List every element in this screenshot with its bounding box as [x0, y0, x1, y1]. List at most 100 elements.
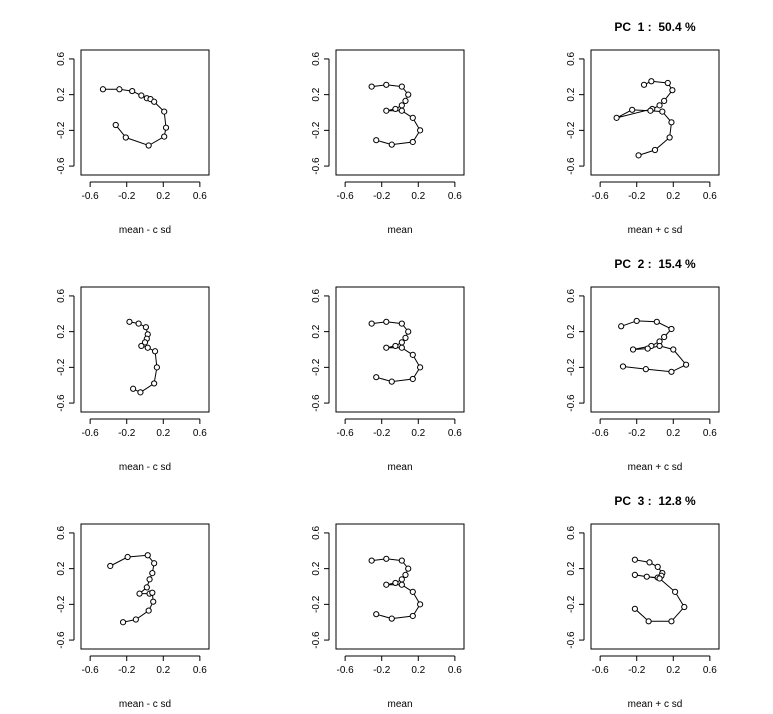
y-tick-label: -0.6: [56, 394, 67, 412]
panel-title: PC 2 : 15.4 %: [614, 257, 696, 271]
landmark-point: [644, 345, 651, 352]
panel-title: PC 3 : 12.8 %: [614, 494, 696, 508]
landmark-point: [161, 133, 168, 140]
y-tick-label: 0.6: [56, 52, 67, 66]
landmark-point: [619, 363, 627, 370]
landmark-point: [642, 366, 649, 373]
y-tick-label: -0.6: [566, 631, 577, 649]
y-tick-label: 0.2: [566, 561, 577, 575]
y-tick-label: 0.6: [311, 289, 322, 303]
landmark-point: [383, 555, 390, 562]
landmark-point: [682, 361, 690, 368]
landmark-point: [402, 334, 409, 341]
landmark-point: [409, 114, 416, 121]
x-axis-label: mean: [387, 699, 412, 710]
landmark-point: [633, 317, 640, 325]
plot-frame: [590, 49, 720, 176]
x-tick-label: -0.2: [628, 191, 646, 202]
x-tick-label: 0.2: [411, 428, 425, 439]
x-tick-label: -0.6: [82, 191, 100, 202]
landmark-point: [670, 346, 677, 353]
landmark-point: [398, 581, 405, 588]
y-tick-label: -0.6: [56, 157, 67, 175]
landmark-point: [151, 98, 158, 105]
landmark-point: [119, 619, 127, 626]
panel-pc1-plus: -0.6 -0.2 0.2 0.6 -0.6 -0.2 0.2 0.6 mean + c sd P…: [566, 20, 720, 236]
y-tick-label: -0.2: [56, 358, 67, 376]
landmark-point: [373, 611, 380, 618]
outline-path: [371, 321, 421, 383]
landmark-point: [647, 107, 654, 114]
landmark-point: [124, 553, 131, 561]
x-axis-label: mean: [387, 462, 412, 473]
x-tick-label: -0.6: [592, 428, 610, 439]
x-tick-label: 0.2: [156, 665, 170, 676]
landmark-point: [383, 81, 390, 88]
landmark-point: [409, 588, 416, 595]
plot-frame: [335, 286, 465, 413]
y-tick-label: 0.2: [56, 324, 67, 338]
landmark-point: [398, 339, 405, 346]
landmark-point: [409, 138, 416, 146]
y-tick-label: -0.2: [566, 358, 577, 376]
plot-frame: [590, 523, 720, 650]
y-tick-label: 0.2: [311, 561, 322, 575]
landmark-point: [398, 576, 405, 583]
landmark-point: [137, 389, 144, 396]
landmark-point: [672, 588, 679, 595]
plot-frame: [335, 49, 465, 176]
landmark-point: [112, 121, 119, 129]
landmark-point: [142, 324, 150, 331]
x-tick-label: 0.6: [703, 428, 717, 439]
landmark-point: [402, 97, 409, 104]
panel-pc3-plus: -0.6 -0.2 0.2 0.6 -0.6 -0.2 0.2 0.6 mean + c sd P…: [566, 494, 720, 710]
landmark-point: [136, 590, 143, 597]
landmark-point: [405, 91, 412, 98]
x-tick-label: -0.6: [337, 665, 355, 676]
landmark-point: [143, 584, 150, 591]
landmark-point: [130, 385, 137, 392]
landmark-point: [122, 134, 129, 141]
x-tick-label: 0.6: [448, 665, 462, 676]
landmark-point: [635, 152, 642, 159]
landmark-point: [640, 81, 648, 88]
landmark-point: [145, 142, 152, 149]
panel-pc2-minus: -0.6 -0.2 0.2 0.6 -0.6 -0.2 0.2 0.6 mean - c sd: [56, 286, 210, 473]
landmark-point: [368, 83, 375, 90]
landmark-point: [388, 615, 395, 622]
landmark-point: [417, 127, 424, 134]
x-tick-label: -0.2: [373, 191, 391, 202]
x-tick-label: -0.2: [118, 428, 136, 439]
x-tick-label: -0.6: [592, 191, 610, 202]
landmark-point: [392, 579, 399, 587]
panel-title: PC 1 : 50.4 %: [614, 20, 696, 34]
y-tick-label: 0.2: [311, 324, 322, 338]
y-tick-label: 0.6: [566, 289, 577, 303]
x-tick-label: -0.2: [628, 428, 646, 439]
y-tick-label: 0.2: [56, 561, 67, 575]
landmark-point: [149, 570, 156, 577]
landmark-point: [668, 119, 675, 126]
x-tick-label: 0.6: [448, 428, 462, 439]
x-tick-label: -0.6: [592, 665, 610, 676]
landmark-point: [146, 576, 153, 583]
outline-path: [371, 558, 421, 620]
landmark-point: [409, 612, 416, 620]
x-tick-label: 0.6: [193, 665, 207, 676]
landmark-point: [388, 141, 395, 148]
landmark-point: [151, 348, 159, 355]
landmark-point: [398, 320, 405, 327]
x-tick-label: 0.2: [666, 665, 680, 676]
landmark-point: [383, 318, 390, 325]
y-tick-label: -0.2: [311, 358, 322, 376]
landmark-point: [129, 87, 136, 95]
y-tick-label: -0.6: [311, 157, 322, 175]
x-tick-label: 0.2: [156, 191, 170, 202]
landmark-point: [392, 105, 399, 113]
y-tick-label: -0.6: [566, 394, 577, 412]
y-tick-label: 0.2: [566, 87, 577, 101]
y-tick-label: -0.2: [56, 595, 67, 613]
landmark-point: [162, 124, 170, 131]
y-tick-label: 0.6: [56, 289, 67, 303]
